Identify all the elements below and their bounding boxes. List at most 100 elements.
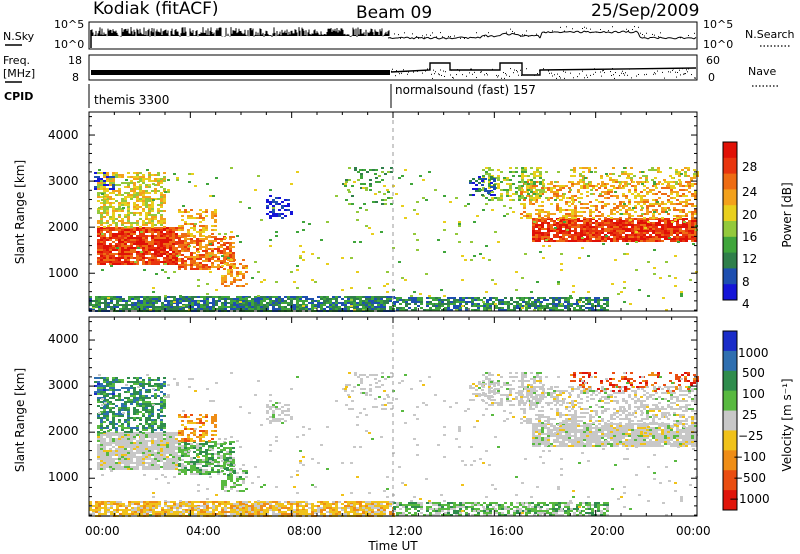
power-cell	[103, 259, 106, 261]
power-cell	[157, 222, 160, 224]
power-cell	[590, 189, 593, 191]
power-cell	[558, 305, 561, 307]
power-cell	[471, 301, 474, 303]
power-cell	[576, 301, 579, 303]
nsky-line-segment	[633, 30, 637, 33]
power-cell	[356, 304, 359, 306]
power-cell	[481, 180, 484, 182]
power-cell	[229, 248, 232, 250]
power-cell	[335, 308, 338, 310]
power-cell	[187, 242, 190, 244]
power-cell	[536, 193, 539, 195]
power-cell	[556, 224, 559, 226]
power-cell	[124, 186, 127, 188]
power-cell	[613, 240, 616, 242]
power-cell	[212, 195, 215, 197]
power-cell	[414, 303, 417, 305]
power-cell	[353, 309, 356, 311]
velocity-cell	[103, 444, 106, 446]
power-cell	[438, 301, 441, 303]
power-cell	[121, 200, 124, 202]
power-cell	[616, 224, 619, 226]
nsky-line-segment	[523, 34, 527, 37]
power-cell	[163, 176, 166, 178]
power-cell	[145, 184, 148, 186]
nave-dot	[480, 71, 481, 73]
nsky-line-segment	[583, 30, 587, 33]
power-cell	[559, 228, 562, 230]
power-cell	[112, 180, 115, 182]
power-cell	[567, 303, 570, 305]
power-cell	[344, 302, 347, 304]
power-cell	[693, 177, 696, 179]
power-cell	[568, 209, 571, 211]
power-cell	[528, 307, 531, 309]
power-cell	[652, 232, 655, 234]
power-cell	[536, 167, 539, 169]
power-cell	[136, 237, 139, 239]
power-cell	[564, 307, 567, 309]
power-cell	[655, 193, 658, 195]
power-cell	[530, 183, 533, 185]
power-cell	[586, 230, 589, 232]
power-cell	[97, 210, 100, 212]
power-cell	[693, 175, 696, 177]
power-cell	[100, 214, 103, 216]
power-cell	[533, 309, 536, 311]
power-cell	[565, 224, 568, 226]
power-cell	[97, 192, 100, 194]
power-cell	[435, 309, 438, 311]
power-cell	[417, 299, 420, 301]
power-cell	[187, 211, 190, 213]
power-cell	[694, 191, 697, 193]
power-cell	[142, 263, 145, 265]
power-cell	[124, 204, 127, 206]
power-cell	[326, 302, 329, 304]
power-cell	[103, 182, 106, 184]
power-cell	[580, 220, 583, 222]
power-cell	[151, 224, 154, 226]
power-cell	[667, 183, 670, 185]
power-cell	[569, 189, 572, 191]
power-cell	[109, 253, 112, 255]
power-cell	[323, 304, 326, 306]
power-cell	[559, 211, 562, 213]
power-cell	[97, 188, 100, 190]
power-cell	[89, 296, 92, 298]
power-cell	[562, 185, 565, 187]
power-cell	[533, 199, 536, 201]
power-cell	[371, 296, 374, 298]
power-cell	[393, 305, 396, 307]
power-cell	[112, 188, 115, 190]
power-cell	[571, 226, 574, 228]
power-cell	[263, 296, 266, 298]
power-cell	[172, 233, 175, 235]
power-cell	[525, 303, 528, 305]
power-cell	[539, 303, 542, 305]
power-cell	[100, 184, 103, 186]
power-cell	[211, 244, 214, 246]
power-cell	[640, 240, 643, 242]
power-cell	[583, 238, 586, 240]
power-cell	[181, 248, 184, 250]
nave-dot	[564, 77, 565, 79]
power-cell	[197, 308, 200, 310]
power-cell	[302, 300, 305, 302]
power-cell	[124, 257, 127, 259]
power-cell	[691, 240, 694, 242]
power-cell	[524, 169, 527, 171]
power-cell	[481, 178, 484, 180]
power-cell	[601, 220, 604, 222]
power-cell	[622, 213, 625, 215]
power-cell	[130, 251, 133, 253]
power-cell	[607, 197, 610, 199]
power-cell	[196, 262, 199, 264]
power-cell	[655, 211, 658, 213]
power-cell	[503, 215, 506, 217]
power-cell	[118, 192, 121, 194]
power-cell	[420, 301, 423, 303]
power-cell	[184, 268, 187, 270]
power-cell	[429, 303, 432, 305]
power-cell	[163, 180, 166, 182]
power-cell	[503, 179, 506, 181]
